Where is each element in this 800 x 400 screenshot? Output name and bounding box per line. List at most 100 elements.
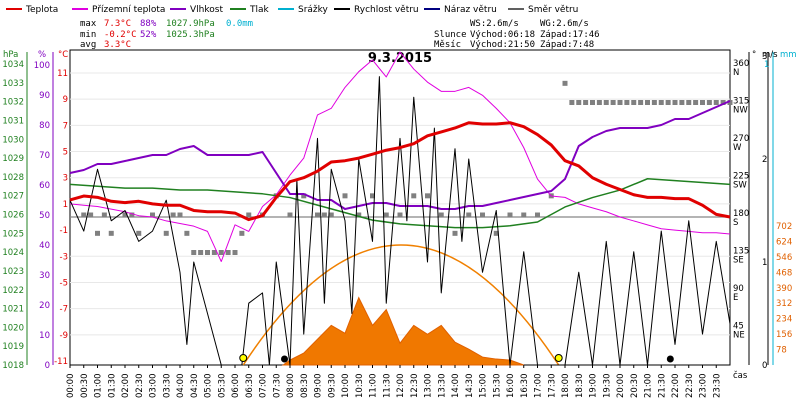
wind-tick-label: 0 [762,361,767,371]
wind-direction-point [425,193,430,199]
wind-direction-point [562,80,568,86]
x-tick-label: 01:00 [94,374,104,399]
wind-direction-point [321,212,327,218]
x-tick-label: 05:30 [217,374,227,399]
stat-max-label: max [80,19,97,29]
info-wg: WG:2.6m/s [540,19,589,29]
wind-direction-point [645,100,650,105]
x-tick-label: 12:00 [396,374,406,399]
x-tick-label: 07:00 [259,374,269,399]
wind-direction-point [411,193,417,199]
wind-direction-point [679,100,685,105]
stat-avg-temp: 3.3°C [104,40,131,50]
legend-wind: Rychlost větru [354,5,419,15]
hum-tick-label: 80 [39,121,50,131]
info-moon-label: Měsíc [434,40,461,50]
wind-tick-label: 1 [762,258,767,268]
press-tick-label: 1030 [2,135,24,145]
wind-direction-point [101,212,107,218]
x-tick-label: 23:00 [699,374,709,399]
solar-tick-label: 546 [776,253,792,263]
wind-direction-point [191,250,197,255]
wind-direction-point [370,193,375,199]
dir-compass-label: SW [733,181,747,191]
temp-tick-label: 9 [63,95,68,105]
x-tick-label: 22:00 [671,374,681,399]
info-moon-set: Západ:7:48 [540,40,594,50]
wind-direction-point [631,100,637,105]
temp-tick-label: 5 [63,148,68,158]
x-tick-label: 01:30 [107,374,117,399]
wind-direction-point [356,212,362,218]
x-tick-label: 03:30 [162,374,172,399]
wind-direction-point [493,230,499,236]
x-tick-label: 08:00 [286,374,296,399]
press-tick-label: 1033 [2,79,24,89]
wind-direction-point [129,212,135,218]
x-tick-label: 08:30 [300,374,310,399]
wind-direction-point [88,212,94,218]
chart-title: 9.3.2015 [368,51,432,66]
stat-max-press: 1027.9hPa [166,19,215,29]
stat-min-temp: -0.2°C [104,30,137,40]
dir-tick-label: 45 [733,322,744,332]
solar-tick-label: 312 [776,299,792,309]
wind-direction-point [480,212,485,218]
press-tick-label: 1025 [2,229,24,239]
wind-direction-point [638,100,644,105]
temp-tick-label: -9 [60,331,68,341]
x-tick-label: 19:00 [589,374,599,399]
hum-tick-label: 10 [39,331,50,341]
wind-direction-point [686,100,692,105]
unit-press: hPa [3,50,18,60]
dir-compass-label: S [733,218,738,228]
temp-tick-label: -11 [54,357,68,367]
dir-compass-label: W [733,143,742,153]
wind-direction-point [624,100,630,105]
wind-direction-point [590,100,595,105]
solar-tick-label: 702 [776,222,792,232]
wind-direction-point [177,212,183,218]
solar-tick-label: 156 [776,330,792,340]
x-axis-label: čas [733,370,748,381]
x-tick-label: 17:30 [547,374,557,399]
wind-direction-point [328,212,334,218]
unit-hum: % [38,50,46,60]
wind-direction-point [397,212,403,218]
solar-radiation-area [281,296,524,366]
wind-direction-point [438,212,444,218]
press-tick-label: 1027 [2,192,24,202]
temp-tick-label: -1 [60,226,68,236]
sun-path [242,244,560,366]
unit-rain: mm [780,50,797,60]
x-tick-label: 13:30 [437,374,447,399]
wind-direction-point [569,100,575,105]
wind-direction-point [672,100,678,105]
stat-min-hum: 52% [140,30,157,40]
x-tick-label: 02:00 [121,374,131,399]
wind-direction-point [95,230,100,236]
wind-direction-point [170,212,176,218]
x-axis-ticks: 00:00 00:30 01:00 01:30 02:00 02:30 03:00 03:30… [66,365,722,398]
wind-direction-point [184,230,190,236]
wind-direction-point [211,250,217,255]
x-tick-label: 15:30 [492,374,502,399]
stat-max-rain: 0.0mm [226,19,253,29]
temperature-line [69,121,731,222]
stat-max-temp: 7.3°C [104,19,131,29]
solar-tick-label: 78 [776,346,787,356]
sun-arc [242,244,560,366]
press-tick-label: 1021 [2,305,24,315]
x-tick-label: 17:00 [534,374,544,399]
x-tick-label: 21:30 [657,374,667,399]
dir-tick-label: 180 [733,209,749,219]
dir-compass-label: NE [733,331,745,341]
x-tick-label: 19:30 [602,374,612,399]
press-tick-label: 1024 [2,248,24,258]
wind-direction-point [163,230,169,236]
dir-tick-label: 270 [733,134,749,144]
series-lines [69,51,731,366]
solar-tick-label: 468 [776,268,792,278]
